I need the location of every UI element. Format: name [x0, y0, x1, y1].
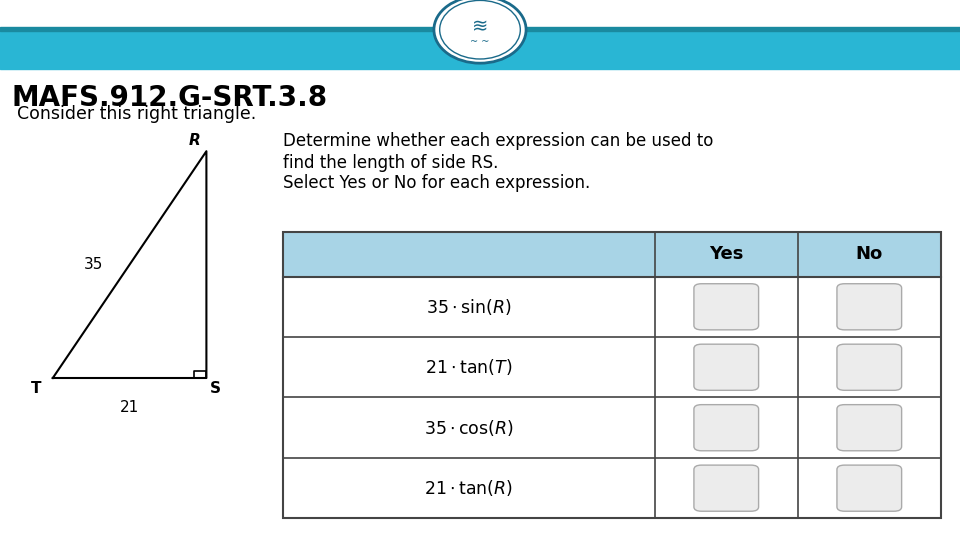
FancyBboxPatch shape	[837, 344, 901, 390]
Bar	[655, 232, 798, 276]
Text: Consider this right triangle.: Consider this right triangle.	[17, 105, 256, 123]
Bar	[0, 31, 960, 69]
Text: 21: 21	[120, 400, 139, 415]
Text: ~ ~: ~ ~	[470, 37, 490, 46]
FancyBboxPatch shape	[837, 284, 901, 330]
Text: 35: 35	[84, 257, 103, 272]
Bar	[0, 27, 960, 31]
FancyBboxPatch shape	[694, 284, 758, 330]
Text: R: R	[189, 133, 201, 148]
Text: MAFS.912.G-SRT.3.8: MAFS.912.G-SRT.3.8	[12, 84, 327, 112]
FancyBboxPatch shape	[694, 344, 758, 390]
FancyBboxPatch shape	[694, 465, 758, 511]
Text: Select Yes or No for each expression.: Select Yes or No for each expression.	[283, 174, 590, 192]
Text: Determine whether each expression can be used to: Determine whether each expression can be…	[283, 132, 713, 150]
Bar	[283, 232, 941, 518]
Text: S: S	[210, 381, 221, 396]
Text: Yes: Yes	[709, 245, 743, 264]
Text: T: T	[31, 381, 41, 396]
Text: No: No	[855, 245, 883, 264]
FancyBboxPatch shape	[837, 465, 901, 511]
Bar	[283, 276, 941, 518]
FancyBboxPatch shape	[694, 404, 758, 451]
Text: $35 \cdot \sin(R)$: $35 \cdot \sin(R)$	[426, 297, 512, 317]
Ellipse shape	[434, 0, 526, 63]
Text: $35 \cdot \cos(R)$: $35 \cdot \cos(R)$	[424, 418, 514, 438]
FancyBboxPatch shape	[837, 404, 901, 451]
Text: find the length of side RS.: find the length of side RS.	[283, 154, 498, 172]
Text: ≋: ≋	[471, 17, 489, 37]
Text: $21 \cdot \tan(R)$: $21 \cdot \tan(R)$	[424, 478, 514, 498]
Bar	[283, 232, 655, 276]
Text: $21 \cdot \tan(T)$: $21 \cdot \tan(T)$	[425, 357, 513, 377]
Bar	[798, 232, 941, 276]
